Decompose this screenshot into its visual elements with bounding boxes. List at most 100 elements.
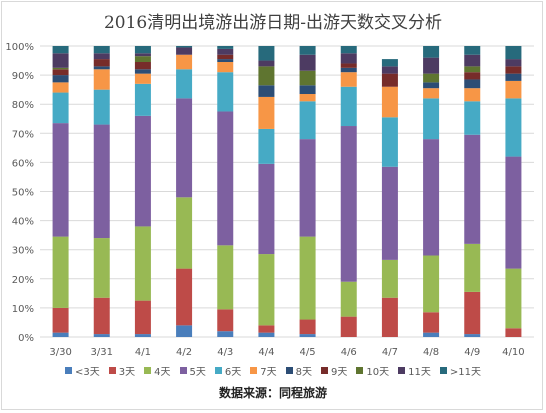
legend-item: <3天	[65, 363, 100, 378]
bar-segment	[299, 70, 316, 86]
bar-segment	[464, 101, 481, 135]
legend-item: 5天	[179, 363, 206, 378]
bar-segment	[93, 46, 110, 54]
legend-item: 11天	[398, 363, 431, 378]
bar-segment	[176, 46, 193, 48]
bar-segment	[505, 73, 522, 81]
bar-segment	[423, 82, 440, 89]
bar-segment	[423, 46, 440, 58]
legend-swatch	[179, 367, 187, 374]
y-tick-label: 20%	[12, 275, 34, 286]
bar-segment	[176, 268, 193, 326]
data-source-caption: 数据来源：同程旅游	[218, 386, 327, 400]
bar-segment	[340, 281, 357, 317]
legend-label: >11天	[449, 367, 481, 378]
bar-segment	[505, 59, 522, 67]
y-tick-label: 30%	[12, 246, 34, 257]
bar-segment	[464, 79, 481, 89]
bar-segment	[299, 236, 316, 320]
bar-segment	[217, 46, 234, 49]
bar-segment	[340, 126, 357, 282]
bar-segment	[52, 46, 69, 54]
bar-segment	[134, 115, 151, 227]
bar-segment	[381, 86, 398, 118]
bar-segment	[258, 332, 275, 337]
legend-label: 4天	[154, 367, 171, 378]
bar-segment	[381, 117, 398, 167]
legend-swatch	[108, 367, 116, 374]
bar-segment	[423, 73, 440, 83]
bar-segment	[258, 46, 275, 61]
bar-segment	[134, 83, 151, 116]
legend-swatch	[144, 367, 152, 374]
bar-segment	[217, 309, 234, 332]
bar-segment	[93, 238, 110, 298]
bar-segment	[176, 98, 193, 198]
bar-segment	[381, 297, 398, 337]
bar-segment	[93, 59, 110, 67]
x-tick-label: 4/4	[258, 347, 274, 358]
bar-segment	[93, 66, 110, 70]
y-tick-label: 60%	[12, 158, 34, 169]
bar-segment	[340, 86, 357, 127]
bar-segment	[340, 316, 357, 337]
bar-segment	[299, 94, 316, 102]
bar-segment	[134, 226, 151, 301]
legend-label: 10天	[366, 367, 390, 378]
bar-segment	[381, 59, 398, 67]
bar-segment	[505, 268, 522, 329]
bar-segment	[52, 92, 69, 124]
bar-segment	[176, 47, 193, 55]
bar-segment	[299, 139, 316, 237]
bar-segment	[52, 67, 69, 70]
legend-item: 10天	[356, 363, 389, 378]
bar-segment	[93, 53, 110, 60]
legend-item: 4天	[144, 363, 171, 378]
legend-label: 7天	[260, 367, 277, 378]
legend-label: 9天	[331, 367, 348, 378]
legend-label: <3天	[75, 367, 100, 378]
bar-segment	[423, 88, 440, 99]
bar-segment	[176, 54, 193, 70]
legend-label: 3天	[118, 367, 136, 378]
bar-segment	[134, 62, 151, 70]
bar-segment	[340, 67, 357, 73]
bar-segment	[299, 85, 316, 95]
bar-segment	[505, 328, 522, 337]
bar-segment	[464, 46, 481, 55]
bar-segment	[134, 46, 151, 54]
bar-segment	[381, 166, 398, 260]
bar-segment	[134, 69, 151, 74]
bar-segment	[423, 255, 440, 313]
y-tick-label: 90%	[12, 71, 34, 82]
legend-swatch	[250, 367, 258, 374]
legend-swatch	[285, 367, 293, 374]
bar-segment	[464, 291, 481, 335]
bar-segment	[258, 60, 275, 67]
x-tick-label: 4/2	[176, 347, 192, 358]
y-tick-label: 80%	[12, 100, 34, 111]
bar-segment	[464, 54, 481, 67]
bar-segment	[134, 300, 151, 335]
legend-label: 8天	[295, 367, 313, 378]
x-tick-label: 4/3	[217, 347, 233, 358]
bar-segment	[52, 332, 69, 337]
x-tick-label: 4/5	[300, 347, 316, 358]
bar-segment	[258, 96, 275, 129]
bar-segment	[52, 82, 69, 93]
bar-segment	[423, 98, 440, 140]
legend-item: 7天	[250, 363, 277, 378]
bar-segment	[258, 325, 275, 333]
legend-item: 3天	[108, 363, 136, 378]
bar-segment	[93, 297, 110, 335]
bar-segment	[93, 69, 110, 90]
bar-segment	[464, 134, 481, 244]
legend-swatch	[321, 367, 329, 374]
y-tick-label: 50%	[12, 188, 34, 199]
bar-segment	[134, 53, 151, 57]
chart-legend: <3天 3天 4天 5天 6天 7天 8天 9天 10天 11天 >11天	[0, 363, 546, 378]
x-tick-label: 4/10	[502, 347, 524, 358]
bar-segment	[299, 54, 316, 71]
bar-segment	[381, 66, 398, 74]
bar-segment	[217, 245, 234, 310]
